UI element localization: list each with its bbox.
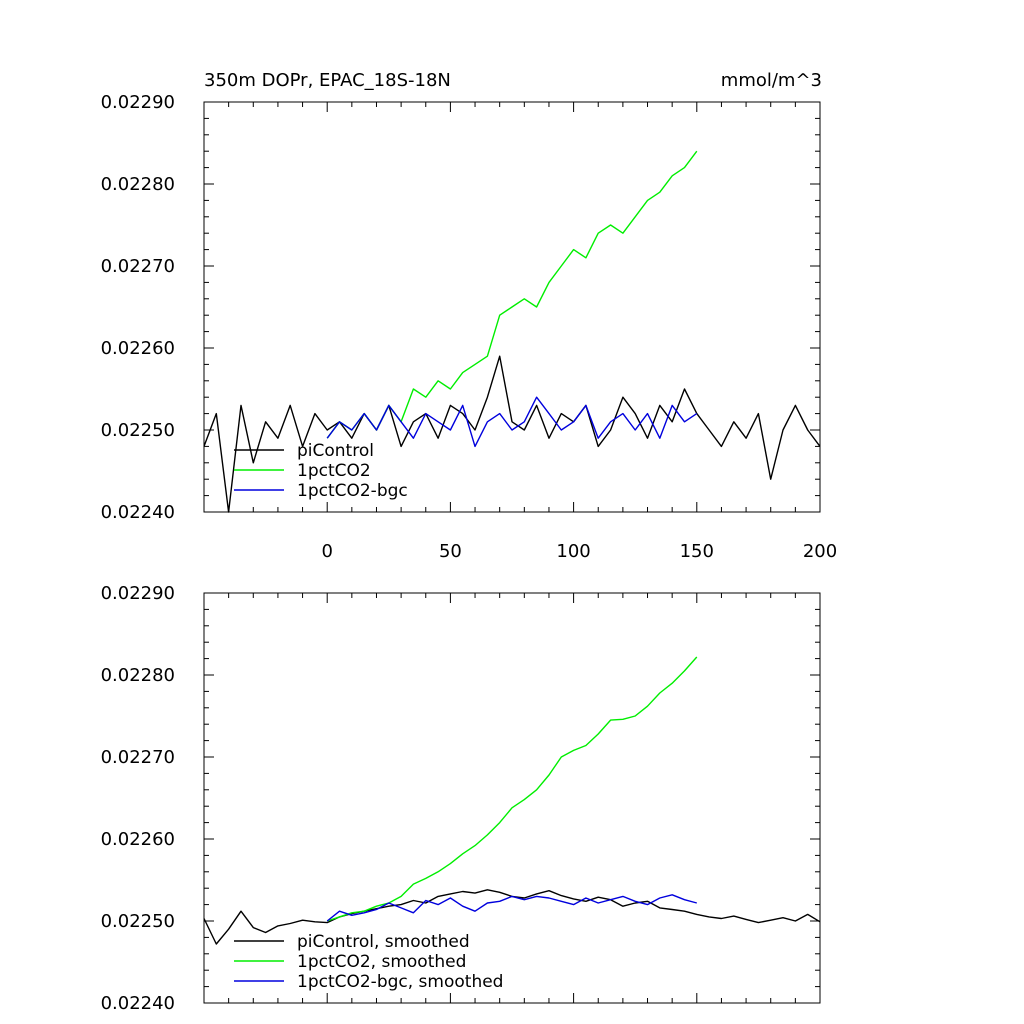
x-axis: 0 50 100 150 200 — [203, 102, 837, 562]
y-tick-label: 0.02290 — [101, 92, 175, 113]
legend-label: 1pctCO2-bgc — [297, 481, 408, 501]
series-group — [203, 656, 821, 945]
y-axis: 0.02290 0.02280 0.02270 0.02260 0.02250 0.022… — [101, 583, 820, 1014]
x-axis — [203, 593, 821, 1003]
series-line-picontrol — [203, 355, 821, 513]
legend-label: 1pctCO2 — [297, 461, 371, 481]
series-line-1pctco2-bgc-smoothed — [326, 894, 697, 922]
legend-label: piControl, smoothed — [297, 932, 470, 952]
panel-top: 350m DOPr, EPAC_18S-18N mmol/m^3 0.02290… — [101, 70, 838, 562]
y-tick-label: 0.02280 — [101, 174, 175, 195]
panel-bottom: 0.02290 0.02280 0.02270 0.02260 0.02250 0.022… — [101, 583, 821, 1014]
y-tick-label: 0.02250 — [101, 911, 175, 932]
x-tick-label: 150 — [680, 541, 714, 562]
series-line-1pctco2-bgc — [326, 396, 698, 448]
panel-title: 350m DOPr, EPAC_18S-18N — [204, 70, 451, 91]
x-tick-label: 100 — [556, 541, 590, 562]
y-tick-label: 0.02290 — [101, 583, 175, 604]
series-line-1pctco2 — [326, 150, 698, 439]
y-axis: 0.02290 0.02280 0.02270 0.02260 0.02250 0.022… — [101, 92, 820, 523]
legend-label: 1pctCO2-bgc, smoothed — [297, 972, 503, 992]
x-tick-label: 200 — [803, 541, 837, 562]
y-tick-label: 0.02270 — [101, 256, 175, 277]
y-tick-label: 0.02280 — [101, 665, 175, 686]
series-group — [203, 150, 821, 513]
plot-frame — [203, 592, 821, 1004]
y-tick-label: 0.02250 — [101, 420, 175, 441]
y-tick-label: 0.02260 — [101, 338, 175, 359]
x-tick-label: 50 — [439, 541, 462, 562]
x-tick-label: 0 — [321, 541, 332, 562]
y-tick-label: 0.02240 — [101, 993, 175, 1014]
y-tick-label: 0.02240 — [101, 502, 175, 523]
panel-units: mmol/m^3 — [721, 70, 822, 91]
legend-label: 1pctCO2, smoothed — [297, 952, 466, 972]
legend-label: piControl — [297, 441, 374, 461]
plot-frame — [203, 101, 821, 513]
y-tick-label: 0.02260 — [101, 829, 175, 850]
y-tick-label: 0.02270 — [101, 747, 175, 768]
series-line-1pctco2-smoothed — [326, 656, 698, 922]
